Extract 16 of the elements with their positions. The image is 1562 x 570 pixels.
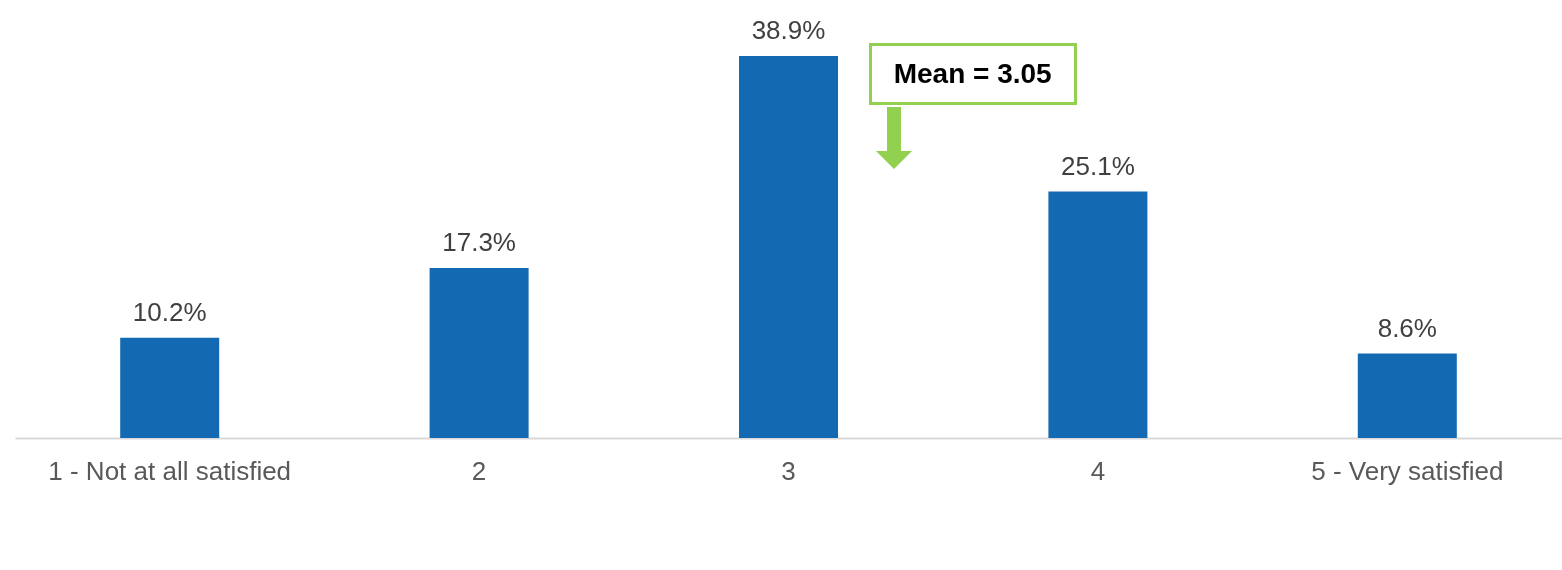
x-tick-label: 2: [471, 455, 487, 486]
data-label: 8.6%: [1377, 312, 1437, 343]
bar: [739, 56, 838, 438]
x-tick-label: 5 - Very satisfied: [1311, 455, 1504, 486]
bar: [1357, 353, 1457, 438]
x-tick-label: 1 - Not at all satisfied: [48, 455, 292, 486]
data-label: 17.3%: [442, 227, 516, 258]
data-label: 10.2%: [132, 296, 207, 327]
data-label: 25.1%: [1061, 150, 1135, 181]
data-label: 38.9%: [751, 15, 826, 45]
bar: [429, 268, 529, 438]
x-tick-label: 4: [1090, 455, 1106, 486]
bar: [120, 337, 220, 438]
x-tick-label: 3: [781, 455, 796, 486]
bar: [1048, 191, 1148, 438]
annotation: Mean = 3.05: [868, 43, 1077, 105]
